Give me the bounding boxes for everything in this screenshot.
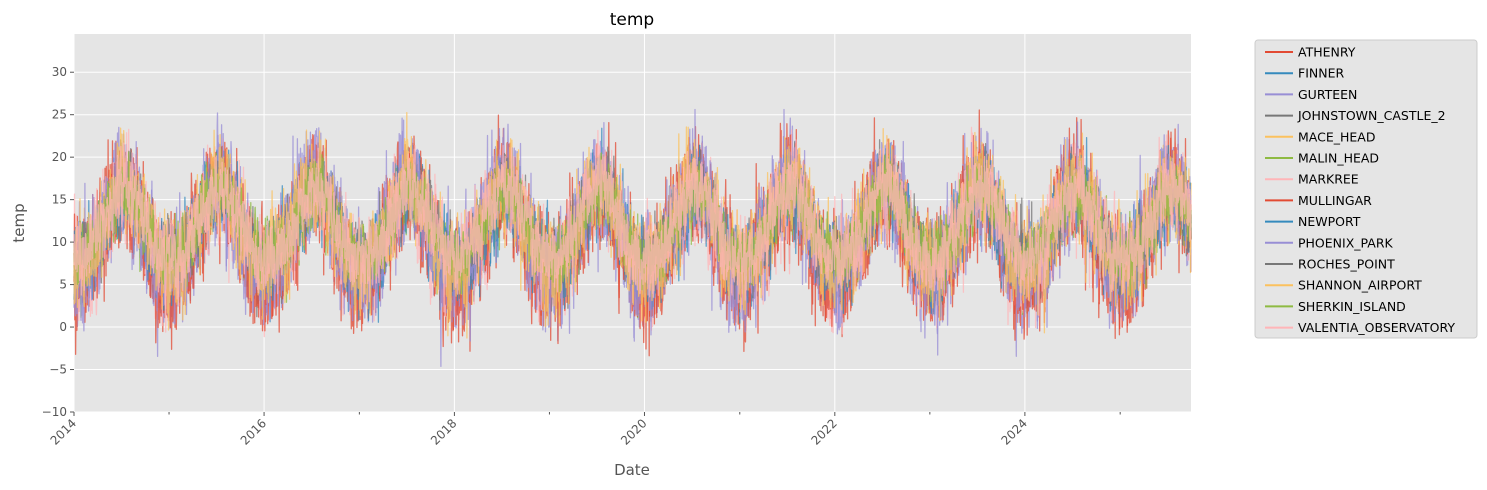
y-tick-label: 15 [52, 193, 67, 207]
x-tick-label: 2020 [618, 416, 649, 447]
y-tick-label: 5 [59, 278, 67, 292]
y-tick-label: 0 [59, 320, 67, 334]
y-tick-label: 30 [52, 65, 67, 79]
legend-label: SHERKIN_ISLAND [1298, 299, 1406, 314]
legend-label: JOHNSTOWN_CASTLE_2 [1297, 108, 1446, 123]
x-tick-label: 2018 [428, 416, 459, 447]
legend: ATHENRY FINNER GURTEEN JOHNSTOWN_CASTLE_2 MA… [1254, 39, 1478, 339]
legend-label: ATHENRY [1298, 45, 1356, 60]
legend-label: ROCHES_POINT [1298, 257, 1395, 272]
legend-label: PHOENIX_PARK [1298, 235, 1393, 250]
y-tick-label: −5 [49, 363, 67, 377]
x-tick-label: 2022 [808, 416, 839, 447]
x-tick-label: 2016 [238, 416, 269, 447]
y-tick-label: 25 [52, 108, 67, 122]
legend-label: FINNER [1298, 66, 1344, 81]
series-line-valentia-observatory [73, 129, 1192, 317]
y-tick-label: 10 [52, 235, 67, 249]
legend-label: MARKREE [1298, 172, 1359, 187]
y-tick-label: −10 [42, 405, 67, 419]
x-tick-label: 2024 [999, 416, 1030, 447]
legend-label: MALIN_HEAD [1298, 151, 1379, 166]
x-axis-title: Date [614, 461, 650, 479]
legend-box [1254, 39, 1478, 339]
legend-label: MULLINGAR [1298, 193, 1372, 208]
legend-label: VALENTIA_OBSERVATORY [1298, 320, 1455, 335]
y-tick-label: 20 [52, 150, 67, 164]
y-axis-title: temp [10, 203, 28, 242]
legend-label: GURTEEN [1298, 87, 1357, 102]
series-lines [73, 108, 1192, 368]
legend-label: SHANNON_AIRPORT [1298, 278, 1422, 293]
x-tick-label: 2014 [48, 416, 79, 447]
legend-label: NEWPORT [1298, 214, 1361, 229]
chart-title: temp [610, 10, 654, 30]
legend-label: MACE_HEAD [1298, 129, 1375, 144]
